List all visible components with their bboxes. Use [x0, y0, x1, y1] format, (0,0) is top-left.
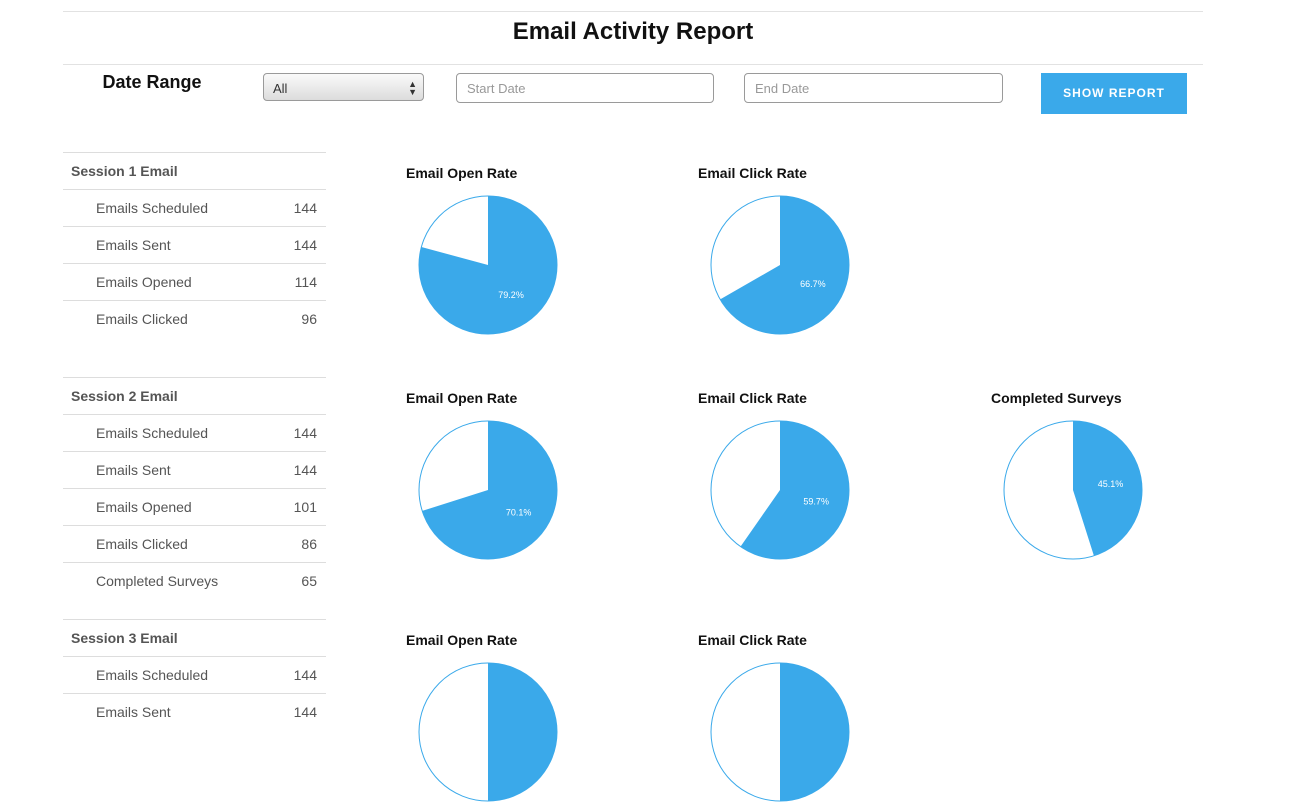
list-item: Emails Clicked 86 — [63, 525, 326, 562]
chart-title: Email Click Rate — [698, 165, 807, 181]
row-label: Emails Clicked — [96, 536, 188, 552]
end-date-input[interactable]: End Date — [744, 73, 1003, 103]
row-label: Emails Clicked — [96, 311, 188, 327]
session-2-panel: Session 2 Email Emails Scheduled 144 Emai… — [63, 377, 326, 599]
pie-data-label: 79.2% — [498, 290, 524, 300]
row-label: Emails Sent — [96, 237, 171, 253]
row-label: Emails Scheduled — [96, 200, 209, 216]
top-divider — [63, 11, 1203, 12]
list-item: Emails Opened 101 — [63, 488, 326, 525]
list-item: Emails Scheduled 144 — [63, 189, 326, 226]
row-value: 144 — [293, 462, 317, 478]
pie-slice — [488, 663, 557, 801]
list-item: Emails Scheduled 144 — [63, 414, 326, 451]
list-item: Emails Clicked 96 — [63, 300, 326, 337]
date-range-label: Date Range — [102, 72, 202, 92]
chart-title: Email Click Rate — [698, 632, 807, 648]
pie-data-label: 70.1% — [506, 507, 532, 517]
session-2-heading: Session 2 Email — [63, 377, 326, 414]
pie-chart-surveys-2: 45.1% — [1003, 420, 1143, 560]
row-value: 65 — [301, 573, 317, 589]
chart-title: Email Open Rate — [406, 390, 518, 406]
row-label: Completed Surveys — [96, 573, 219, 589]
session-3-panel: Session 3 Email Emails Scheduled 144 Emai… — [63, 619, 326, 730]
pie-chart-click-rate-1: 66.7% — [710, 195, 850, 335]
pie-data-label: 59.7% — [803, 496, 829, 506]
date-range-selected-value: All — [273, 81, 288, 96]
row-label: Emails Sent — [96, 704, 171, 720]
row-value: 144 — [293, 704, 317, 720]
select-arrows-icon: ▲ ▼ — [408, 79, 417, 97]
list-item: Completed Surveys 65 — [63, 562, 326, 599]
row-label: Emails Opened — [96, 274, 192, 290]
session-1-panel: Session 1 Email Emails Scheduled 144 Emai… — [63, 152, 326, 337]
page-title: Email Activity Report — [512, 18, 754, 45]
pie-chart-click-rate-3 — [710, 662, 850, 802]
chart-title: Email Open Rate — [406, 632, 518, 648]
list-item: Emails Sent 144 — [63, 451, 326, 488]
chart-title: Email Open Rate — [406, 165, 518, 181]
row-label: Emails Scheduled — [96, 667, 209, 683]
session-1-heading: Session 1 Email — [63, 152, 326, 189]
row-value: 144 — [293, 200, 317, 216]
start-date-input[interactable]: Start Date — [456, 73, 714, 103]
pie-data-label: 66.7% — [800, 279, 826, 289]
list-item: Emails Opened 114 — [63, 263, 326, 300]
chart-title: Completed Surveys — [991, 390, 1122, 406]
row-label: Emails Scheduled — [96, 425, 209, 441]
row-value: 114 — [294, 274, 317, 290]
date-range-select[interactable]: All ▲ ▼ — [263, 73, 424, 101]
pie-slice — [740, 421, 849, 559]
row-label: Emails Opened — [96, 499, 192, 515]
end-date-placeholder: End Date — [755, 81, 810, 96]
header-divider — [63, 64, 1203, 65]
pie-data-label: 45.1% — [1098, 479, 1124, 489]
row-value: 101 — [293, 499, 317, 515]
start-date-placeholder: Start Date — [467, 81, 526, 96]
show-report-button[interactable]: SHOW REPORT — [1041, 73, 1187, 114]
row-value: 144 — [293, 237, 317, 253]
list-item: Emails Scheduled 144 — [63, 656, 326, 693]
pie-chart-open-rate-1: 79.2% — [418, 195, 558, 335]
list-item: Emails Sent 144 — [63, 226, 326, 263]
row-label: Emails Sent — [96, 462, 171, 478]
pie-chart-open-rate-3 — [418, 662, 558, 802]
list-item: Emails Sent 144 — [63, 693, 326, 730]
row-value: 86 — [301, 536, 317, 552]
pie-slice — [780, 663, 849, 801]
pie-chart-click-rate-2: 59.7% — [710, 420, 850, 560]
row-value: 96 — [301, 311, 317, 327]
session-3-heading: Session 3 Email — [63, 619, 326, 656]
chart-title: Email Click Rate — [698, 390, 807, 406]
pie-slice — [419, 196, 557, 334]
pie-slice — [720, 196, 849, 334]
pie-slice — [422, 421, 557, 559]
pie-chart-open-rate-2: 70.1% — [418, 420, 558, 560]
pie-slice — [1073, 421, 1142, 556]
row-value: 144 — [293, 425, 317, 441]
row-value: 144 — [293, 667, 317, 683]
